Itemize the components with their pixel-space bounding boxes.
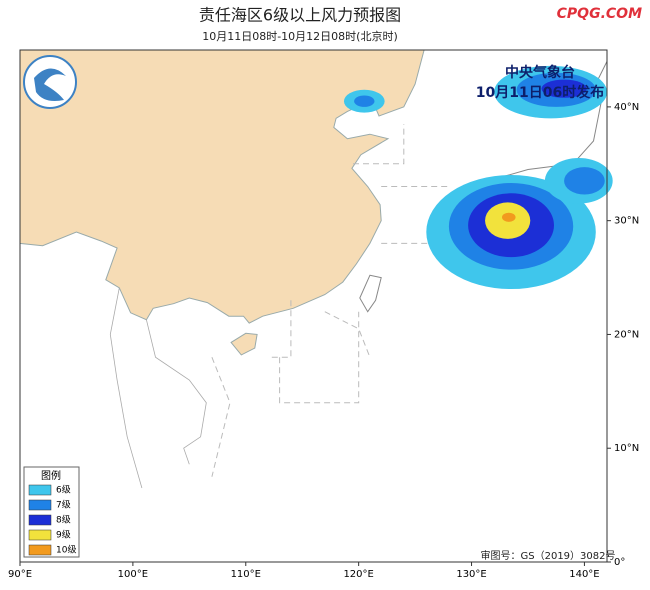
land-hainan	[230, 332, 258, 356]
map-frame	[19, 49, 608, 563]
wind-8	[541, 79, 587, 98]
legend-label: 6级	[56, 484, 71, 496]
issuer: 中央气象台	[505, 64, 575, 81]
legend-label: 8级	[56, 514, 71, 526]
legend-swatch	[28, 484, 52, 496]
land-taiwan	[359, 274, 382, 313]
legend-label: 10级	[56, 544, 76, 556]
legend: 图例 6级 7级 8级 9级 10级	[23, 466, 80, 558]
y-tick-label: 20°N	[614, 329, 639, 340]
logo	[23, 55, 77, 109]
x-tick-label: 120°E	[343, 569, 373, 580]
x-tick-label: 130°E	[456, 569, 486, 580]
legend-swatch	[28, 529, 52, 541]
land-china	[19, 49, 425, 324]
borders	[109, 287, 207, 489]
y-tick-label: 10°N	[614, 443, 639, 454]
wind-7	[564, 167, 605, 195]
map	[19, 49, 613, 489]
legend-swatch	[28, 514, 52, 526]
y-tick-label: 40°N	[614, 102, 639, 113]
x-tick-label: 140°E	[569, 569, 599, 580]
issue-time: 10月11日06时发布	[476, 84, 604, 101]
legend-box	[23, 466, 80, 558]
legend-label: 9级	[56, 529, 71, 541]
watermark: CPQG.COM	[557, 6, 642, 22]
x-tick-label: 100°E	[118, 569, 148, 580]
y-tick-label: 0°	[614, 557, 625, 568]
title: 责任海区6级以上风力预报图	[199, 6, 401, 25]
wind-10	[502, 212, 516, 222]
legend-title: 图例	[41, 469, 61, 482]
approval: 审图号：GS（2019）3082号	[481, 549, 616, 562]
subtitle: 10月11日08时-10月12日08时(北京时)	[202, 29, 398, 43]
legend-swatch	[28, 499, 52, 511]
legend-swatch	[28, 544, 52, 556]
x-tick-label: 110°E	[231, 569, 261, 580]
legend-label: 7级	[56, 499, 71, 511]
x-tick-label: 90°E	[8, 569, 32, 580]
y-tick-label: 30°N	[614, 216, 639, 227]
wind-7	[354, 95, 375, 107]
